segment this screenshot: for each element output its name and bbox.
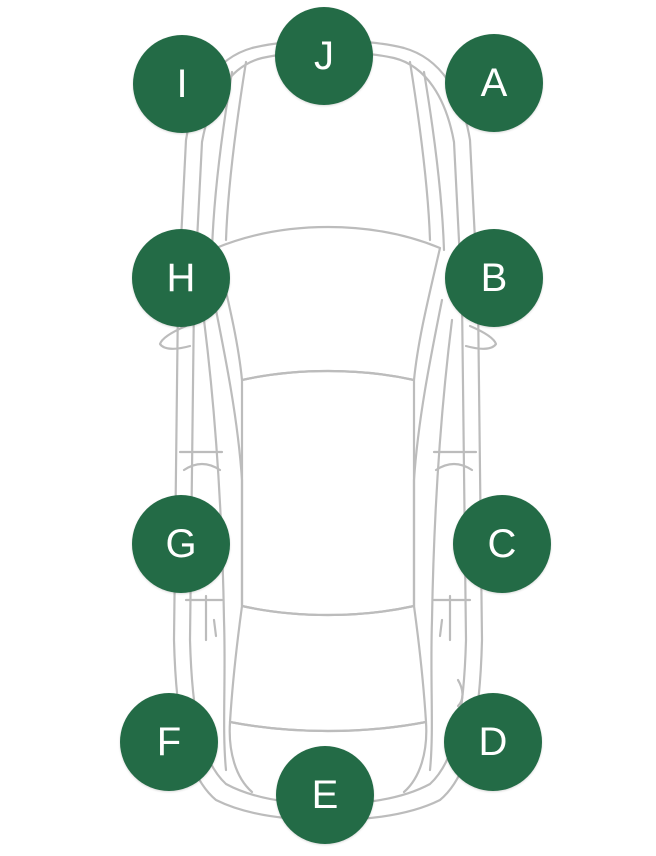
marker-f[interactable]: F (120, 693, 218, 791)
marker-b[interactable]: B (445, 229, 543, 327)
marker-a[interactable]: A (445, 34, 543, 132)
car-body (158, 39, 498, 822)
marker-g[interactable]: G (132, 495, 230, 593)
marker-c-label: C (487, 521, 517, 566)
marker-j-label: J (314, 33, 334, 78)
marker-e[interactable]: E (276, 746, 374, 844)
marker-i-label: I (176, 61, 188, 106)
marker-a-label: A (480, 60, 508, 105)
marker-e-label: E (311, 772, 339, 817)
marker-d[interactable]: D (444, 693, 542, 791)
marker-d-label: D (478, 719, 508, 764)
marker-b-label: B (480, 255, 508, 300)
marker-i[interactable]: I (133, 35, 231, 133)
marker-c[interactable]: C (453, 495, 551, 593)
marker-g-label: G (165, 521, 197, 566)
marker-h[interactable]: H (132, 229, 230, 327)
marker-h-label: H (166, 255, 196, 300)
marker-f-label: F (156, 719, 182, 764)
marker-j[interactable]: J (275, 7, 373, 105)
